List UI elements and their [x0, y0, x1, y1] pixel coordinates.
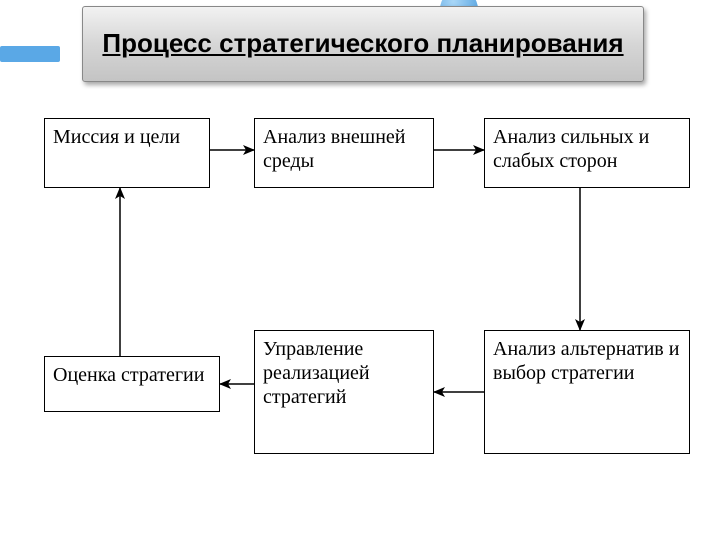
- flowchart-node-n3: Анализ сильных и слабых сторон: [484, 118, 690, 188]
- flowchart-node-n5: Управление реализацией стратегий: [254, 330, 434, 454]
- page-title: Процесс стратегического планирования: [102, 28, 623, 59]
- flowchart-node-n1: Миссия и цели: [44, 118, 210, 188]
- flowchart-node-n6: Оценка стратегии: [44, 356, 220, 412]
- flowchart-node-label: Управление реализацией стратегий: [263, 337, 425, 409]
- flowchart-node-label: Миссия и цели: [53, 125, 180, 149]
- flowchart-node-label: Оценка стратегии: [53, 363, 204, 387]
- flowchart-node-label: Анализ альтернатив и выбор стратегии: [493, 337, 681, 385]
- decoration-bar: [0, 46, 60, 62]
- title-panel: Процесс стратегического планирования: [82, 6, 644, 82]
- flowchart-node-label: Анализ внешней среды: [263, 125, 425, 173]
- flowchart-node-n2: Анализ внешней среды: [254, 118, 434, 188]
- flowchart-node-n4: Анализ альтернатив и выбор стратегии: [484, 330, 690, 454]
- flowchart-node-label: Анализ сильных и слабых сторон: [493, 125, 681, 173]
